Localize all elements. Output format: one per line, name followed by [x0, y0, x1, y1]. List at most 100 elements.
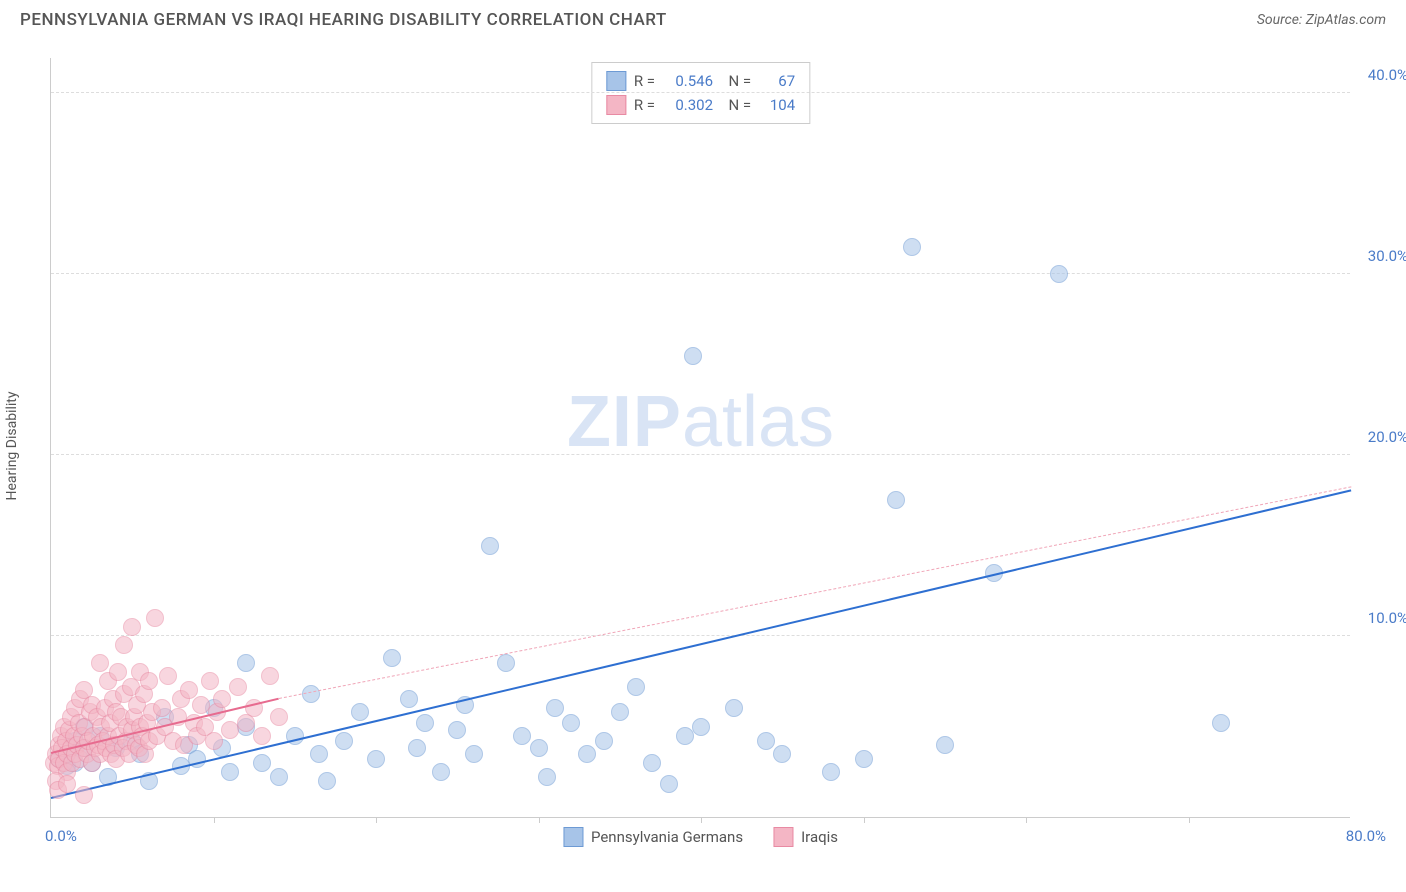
scatter-point	[692, 718, 710, 736]
scatter-point	[253, 754, 271, 772]
scatter-point	[115, 636, 133, 654]
scatter-point	[1050, 265, 1068, 283]
stat-r-value: 0.546	[663, 69, 713, 93]
scatter-point	[109, 663, 127, 681]
scatter-point	[213, 690, 231, 708]
scatter-point	[660, 775, 678, 793]
series-swatch	[606, 71, 626, 91]
y-tick-label: 30.0%	[1368, 247, 1406, 265]
stat-n-value: 67	[759, 69, 795, 93]
scatter-point	[611, 703, 629, 721]
stat-r-value: 0.302	[663, 93, 713, 117]
scatter-point	[58, 775, 76, 793]
scatter-point	[221, 763, 239, 781]
scatter-point	[261, 667, 279, 685]
scatter-point	[146, 609, 164, 627]
scatter-point	[936, 736, 954, 754]
scatter-point	[383, 649, 401, 667]
scatter-point	[757, 732, 775, 750]
scatter-point	[497, 654, 515, 672]
scatter-point	[855, 750, 873, 768]
legend: Pennsylvania Germans Iraqis	[563, 827, 838, 847]
scatter-point	[416, 714, 434, 732]
scatter-point	[676, 727, 694, 745]
y-tick-label: 10.0%	[1368, 609, 1406, 627]
legend-swatch	[563, 827, 583, 847]
scatter-point	[538, 768, 556, 786]
scatter-point	[643, 754, 661, 772]
x-minor-tick	[864, 817, 865, 823]
scatter-point	[140, 672, 158, 690]
stat-row: R = 0.546 N = 67	[606, 69, 795, 93]
scatter-point	[887, 491, 905, 509]
y-axis-label: Hearing Disability	[4, 392, 20, 501]
scatter-point	[153, 699, 171, 717]
scatter-point	[481, 537, 499, 555]
chart-plot-area: ZIPatlas R =0.546 N =67R =0.302 N =104 P…	[50, 58, 1350, 818]
scatter-point	[75, 786, 93, 804]
legend-item: Pennsylvania Germans	[563, 827, 743, 847]
scatter-point	[408, 739, 426, 757]
stat-row: R =0.302 N =104	[606, 93, 795, 117]
x-minor-tick	[701, 817, 702, 823]
scatter-point	[578, 745, 596, 763]
scatter-point	[465, 745, 483, 763]
x-minor-tick	[1026, 817, 1027, 823]
scatter-point	[595, 732, 613, 750]
scatter-point	[310, 745, 328, 763]
legend-label: Iraqis	[801, 828, 838, 846]
stat-r-label: R =	[634, 69, 655, 93]
scatter-point	[229, 678, 247, 696]
x-minor-tick	[376, 817, 377, 823]
gridline	[51, 454, 1350, 455]
scatter-point	[201, 672, 219, 690]
watermark-zip: ZIP	[567, 382, 682, 462]
trend-line	[51, 489, 1351, 799]
scatter-point	[684, 347, 702, 365]
x-tick-label: 0.0%	[45, 827, 77, 845]
x-tick-label: 80.0%	[1346, 827, 1386, 845]
x-minor-tick	[1189, 817, 1190, 823]
scatter-point	[1212, 714, 1230, 732]
scatter-point	[627, 678, 645, 696]
trend-line	[278, 487, 1351, 700]
legend-item: Iraqis	[773, 827, 838, 847]
scatter-point	[351, 703, 369, 721]
scatter-point	[335, 732, 353, 750]
scatter-point	[205, 732, 223, 750]
scatter-point	[513, 727, 531, 745]
gridline	[51, 273, 1350, 274]
x-minor-tick	[539, 817, 540, 823]
scatter-point	[530, 739, 548, 757]
x-minor-tick	[214, 817, 215, 823]
scatter-point	[159, 667, 177, 685]
scatter-point	[562, 714, 580, 732]
scatter-point	[270, 768, 288, 786]
legend-swatch	[773, 827, 793, 847]
scatter-point	[318, 772, 336, 790]
scatter-point	[367, 750, 385, 768]
scatter-point	[432, 763, 450, 781]
scatter-point	[302, 685, 320, 703]
scatter-point	[773, 745, 791, 763]
scatter-point	[237, 654, 255, 672]
gridline	[51, 92, 1350, 93]
scatter-point	[822, 763, 840, 781]
source-attribution: Source: ZipAtlas.com	[1257, 12, 1386, 28]
scatter-point	[253, 727, 271, 745]
scatter-point	[546, 699, 564, 717]
stat-n-label: N =	[721, 69, 751, 93]
scatter-point	[91, 654, 109, 672]
y-tick-label: 20.0%	[1368, 428, 1406, 446]
series-swatch	[606, 95, 626, 115]
gridline	[51, 635, 1350, 636]
watermark: ZIPatlas	[567, 381, 834, 463]
scatter-point	[400, 690, 418, 708]
scatter-point	[448, 721, 466, 739]
stat-n-label: N =	[721, 93, 751, 117]
watermark-atlas: atlas	[682, 382, 834, 462]
stat-r-label: R =	[634, 93, 655, 117]
y-tick-label: 40.0%	[1368, 66, 1406, 84]
scatter-point	[221, 721, 239, 739]
legend-label: Pennsylvania Germans	[591, 828, 743, 846]
